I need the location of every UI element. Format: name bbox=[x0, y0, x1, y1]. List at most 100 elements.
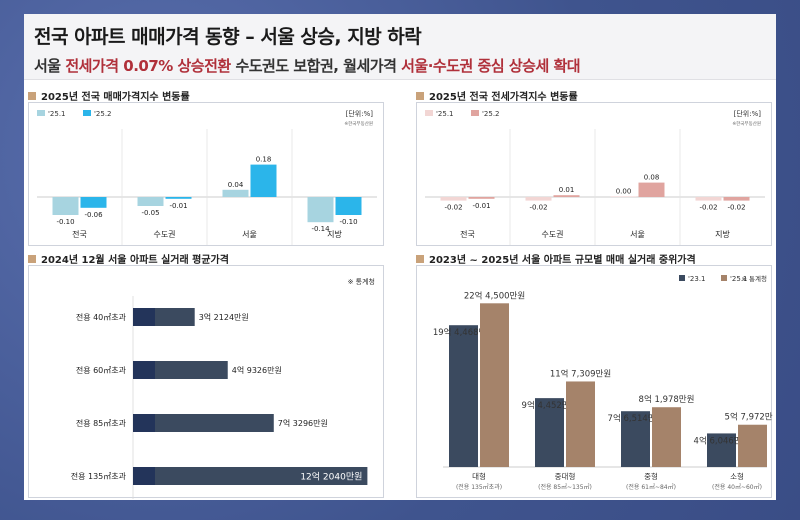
data-label: 19억 4,468만원 bbox=[433, 327, 494, 338]
panel-jeonse-index: 2025년 전국 전세가격지수 변동률 '25.1 '25.2 [단위:%] ※한국부… bbox=[416, 88, 776, 248]
unit-label: [단위:%] bbox=[346, 109, 374, 118]
data-label: 0.08 bbox=[644, 174, 660, 182]
legend-swatch bbox=[721, 275, 727, 281]
category-label: 수도권 bbox=[541, 229, 563, 239]
panel-jeonse-index-box: '25.1 '25.2 [단위:%] ※한국부동산원 -0.02 -0.01 전국 -0.02… bbox=[416, 102, 772, 246]
source-note: ※ 통계청 bbox=[348, 277, 375, 286]
legend-label: '25.1 bbox=[48, 110, 66, 118]
column-소형-1 bbox=[738, 424, 767, 467]
hbar-accent-1 bbox=[133, 361, 155, 379]
data-label: -0.02 bbox=[699, 204, 717, 212]
bar-수도권-0 bbox=[525, 197, 552, 201]
category-sublabel: (전용 135㎡초과) bbox=[456, 483, 502, 491]
subtitle-highlight-1: 전세가격 0.07% 상승전환 bbox=[65, 57, 231, 75]
data-label: -0.05 bbox=[141, 209, 159, 217]
panel-median-price-title: 2023년 ~ 2025년 서울 아파트 규모별 매매 실거래 중위가격 bbox=[416, 251, 696, 266]
bar-지방-1 bbox=[723, 197, 750, 201]
data-label: -0.14 bbox=[311, 225, 330, 233]
bar-전국-1 bbox=[80, 197, 107, 208]
title-marker-icon bbox=[28, 254, 36, 263]
panel-sale-index-title-text: 2025년 전국 매매가격지수 변동률 bbox=[41, 92, 190, 103]
category-label: 서울 bbox=[242, 230, 257, 239]
panel-median-price: 2023년 ~ 2025년 서울 아파트 규모별 매매 실거래 중위가격 '23… bbox=[416, 251, 780, 500]
category-label: 지방 bbox=[327, 229, 342, 239]
data-label: 3억 2124만원 bbox=[199, 312, 249, 322]
sale-index-chart: '25.1 '25.2 [단위:%] ※한국부동산원 -0.10 -0.06 전국 -0.05… bbox=[37, 109, 377, 245]
data-label: 0.00 bbox=[616, 187, 632, 195]
bar-수도권-1 bbox=[553, 195, 580, 197]
legend-label: '25.1 bbox=[436, 110, 454, 118]
source-note: ※ 통계청 bbox=[742, 274, 767, 283]
bar-전국-0 bbox=[52, 197, 79, 215]
category-label: 전용 60㎡초과 bbox=[76, 365, 127, 375]
legend-swatch bbox=[679, 275, 685, 281]
bar-서울-1 bbox=[250, 164, 277, 197]
title-marker-icon bbox=[28, 91, 36, 100]
subtitle-pre: 서울 bbox=[34, 57, 66, 75]
bar-지방-0 bbox=[307, 197, 334, 223]
category-label: 지방 bbox=[715, 229, 730, 239]
data-label: -0.06 bbox=[84, 211, 103, 219]
data-label: 0.04 bbox=[228, 181, 244, 189]
column-중형-0 bbox=[621, 411, 650, 467]
category-label: 전국 bbox=[460, 229, 475, 239]
page-title: 전국 아파트 매매가격 동향 – 서울 상승, 지방 하락 bbox=[34, 26, 422, 48]
panel-sale-index: 2025년 전국 매매가격지수 변동률 '25.1 '25.2 [단위:%] ※한국부… bbox=[28, 88, 388, 248]
column-중대형-1 bbox=[566, 381, 595, 467]
bar-전국-0 bbox=[440, 197, 467, 201]
column-중형-1 bbox=[652, 407, 681, 467]
category-sublabel: (전용 40㎡~60㎡) bbox=[712, 483, 762, 491]
bar-전국-1 bbox=[468, 197, 495, 199]
subtitle-mid: 수도권도 보합권, 월세가격 bbox=[230, 57, 402, 75]
bar-수도권-0 bbox=[137, 197, 164, 206]
category-label: 중대형 bbox=[555, 472, 576, 481]
category-label: 대형 bbox=[472, 472, 486, 481]
data-label: 4억 9326만원 bbox=[232, 365, 282, 375]
bar-서울-0 bbox=[222, 189, 249, 197]
column-중대형-0 bbox=[535, 398, 564, 467]
panel-median-price-title-text: 2023년 ~ 2025년 서울 아파트 규모별 매매 실거래 중위가격 bbox=[429, 255, 696, 266]
legend-label: '25.1 bbox=[730, 275, 748, 283]
panel-median-price-box: '23.1 '25.1 ※ 통계청 19억 4,468만원 22억 4,500만원 대형 (… bbox=[416, 265, 780, 498]
page-subtitle: 서울 전세가격 0.07% 상승전환 수도권도 보합권, 월세가격 서울·수도권… bbox=[34, 55, 766, 76]
column-대형-1 bbox=[480, 303, 509, 467]
column-대형-0 bbox=[449, 325, 478, 467]
infographic-card: 전국 아파트 매매가격 동향 – 서울 상승, 지방 하락 서울 전세가격 0.… bbox=[24, 14, 780, 500]
data-label: -0.01 bbox=[472, 202, 490, 210]
data-label: 22억 4,500만원 bbox=[464, 290, 525, 301]
legend-swatch bbox=[83, 110, 91, 116]
data-label: 11억 7,309만원 bbox=[550, 368, 611, 379]
subtitle-highlight-2: 서울·수도권 중심 상승세 확대 bbox=[401, 57, 581, 75]
data-label: 0.18 bbox=[256, 156, 272, 164]
data-label: -0.02 bbox=[727, 204, 745, 212]
source-note: ※한국부동산원 bbox=[344, 120, 373, 127]
panel-jeonse-index-title: 2025년 전국 전세가격지수 변동률 bbox=[416, 88, 578, 103]
panel-avg-price-title-text: 2024년 12월 서울 아파트 실거래 평균가격 bbox=[41, 255, 229, 266]
data-label: -0.02 bbox=[444, 204, 462, 212]
category-sublabel: (전용 61㎡~84㎡) bbox=[626, 483, 676, 491]
category-label: 전국 bbox=[72, 229, 87, 239]
category-label: 전용 40㎡초과 bbox=[76, 312, 127, 322]
data-label: -0.10 bbox=[56, 218, 74, 226]
jeonse-index-chart: '25.1 '25.2 [단위:%] ※한국부동산원 -0.02 -0.01 전국 -0.02… bbox=[425, 109, 765, 245]
data-label: -0.10 bbox=[339, 218, 357, 226]
title-marker-icon bbox=[416, 254, 424, 263]
hbar-accent-0 bbox=[133, 308, 155, 326]
bar-서울-1 bbox=[638, 182, 665, 197]
source-note: ※한국부동산원 bbox=[732, 120, 761, 127]
data-label: 7억 3296만원 bbox=[278, 418, 328, 428]
bar-지방-1 bbox=[335, 197, 362, 215]
data-label: 0.01 bbox=[559, 186, 575, 194]
data-label: 7억 6,514만원 bbox=[608, 413, 664, 424]
unit-label: [단위:%] bbox=[734, 109, 762, 118]
hbar-1 bbox=[133, 361, 228, 379]
data-label: -0.01 bbox=[169, 202, 187, 210]
data-label: -0.02 bbox=[529, 204, 547, 212]
bar-수도권-1 bbox=[165, 197, 192, 199]
bar-지방-0 bbox=[695, 197, 722, 201]
category-label: 서울 bbox=[630, 230, 645, 239]
category-label: 전용 135㎡초과 bbox=[71, 471, 127, 481]
